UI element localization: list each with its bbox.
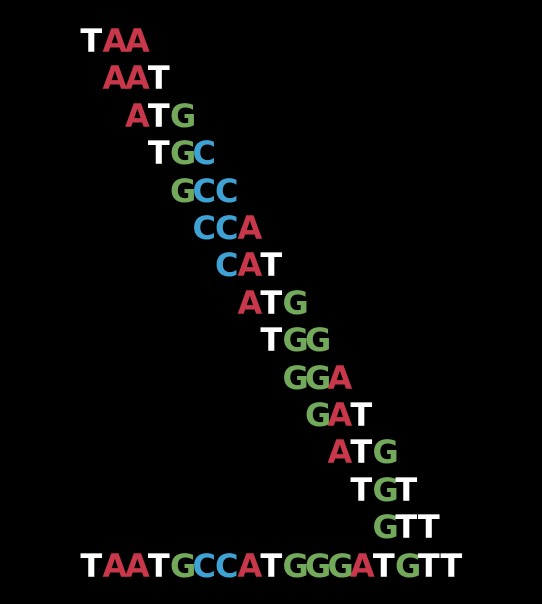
base-a: A [125,96,150,135]
base-t: T [147,59,170,98]
base-t: T [417,508,440,547]
base-a: A [237,547,263,585]
base-t: T [372,547,395,585]
base-a: A [125,547,150,585]
base-t: T [80,22,103,60]
full-sequence: TAATGCCATGGGATGTT [80,550,463,582]
base-t: T [395,508,418,547]
base-t: T [147,547,170,585]
base-t: T [260,547,283,585]
base-a: A [125,22,150,60]
kmer-1: TAA [80,22,150,60]
base-c: C [192,209,216,247]
base-a: A [237,283,263,322]
base-t: T [350,470,373,509]
base-a: A [102,22,128,60]
kmer-14: GTT [373,511,441,543]
kmer-12: ATG [327,433,399,472]
base-g: G [282,358,309,397]
base-c: C [215,547,239,585]
base-g: G [372,470,399,509]
base-a: A [327,433,353,472]
base-t: T [80,547,103,585]
kmer-7: CAT [215,249,283,281]
kmer-3: ATG [125,96,197,135]
base-g: G [282,321,309,360]
base-t: T [260,283,283,322]
base-c: C [215,171,239,210]
base-t: T [440,547,463,585]
base-a: A [125,59,150,98]
base-g: G [305,547,332,585]
base-a: A [327,358,353,397]
base-g: G [395,547,422,585]
kmer-11: GAT [305,399,373,431]
base-g: G [170,134,197,173]
kmer-5: GCC [170,175,238,207]
kmer-10: GGA [282,358,353,397]
base-a: A [102,547,128,585]
base-g: G [282,283,309,322]
base-t: T [395,470,418,509]
base-g: G [372,508,399,547]
base-g: G [170,171,197,210]
base-a: A [327,396,353,434]
base-g: G [305,358,332,397]
base-c: C [192,547,216,585]
base-c: C [192,171,216,210]
base-t: T [147,134,170,173]
base-t: T [350,433,373,472]
base-c: C [215,246,239,285]
base-g: G [305,396,332,434]
base-t: T [350,396,373,434]
base-t: T [147,96,170,135]
base-g: G [327,547,354,585]
kmer-9: TGG [260,321,332,360]
base-a: A [350,547,375,585]
kmer-4: TGC [148,137,216,169]
kmer-8: ATG [237,283,309,322]
base-a: A [237,246,263,285]
base-g: G [372,433,399,472]
base-t: T [260,321,283,360]
base-t: T [260,246,283,285]
kmer-13: TGT [350,474,418,506]
base-g: G [282,547,309,585]
base-a: A [237,209,263,247]
base-c: C [192,134,216,173]
base-t: T [417,547,440,585]
base-g: G [170,547,197,585]
base-c: C [215,209,239,247]
kmer-6: CCA [192,209,263,247]
base-a: A [102,59,128,98]
base-g: G [170,96,197,135]
base-g: G [305,321,332,360]
kmer-2: AAT [103,62,171,94]
